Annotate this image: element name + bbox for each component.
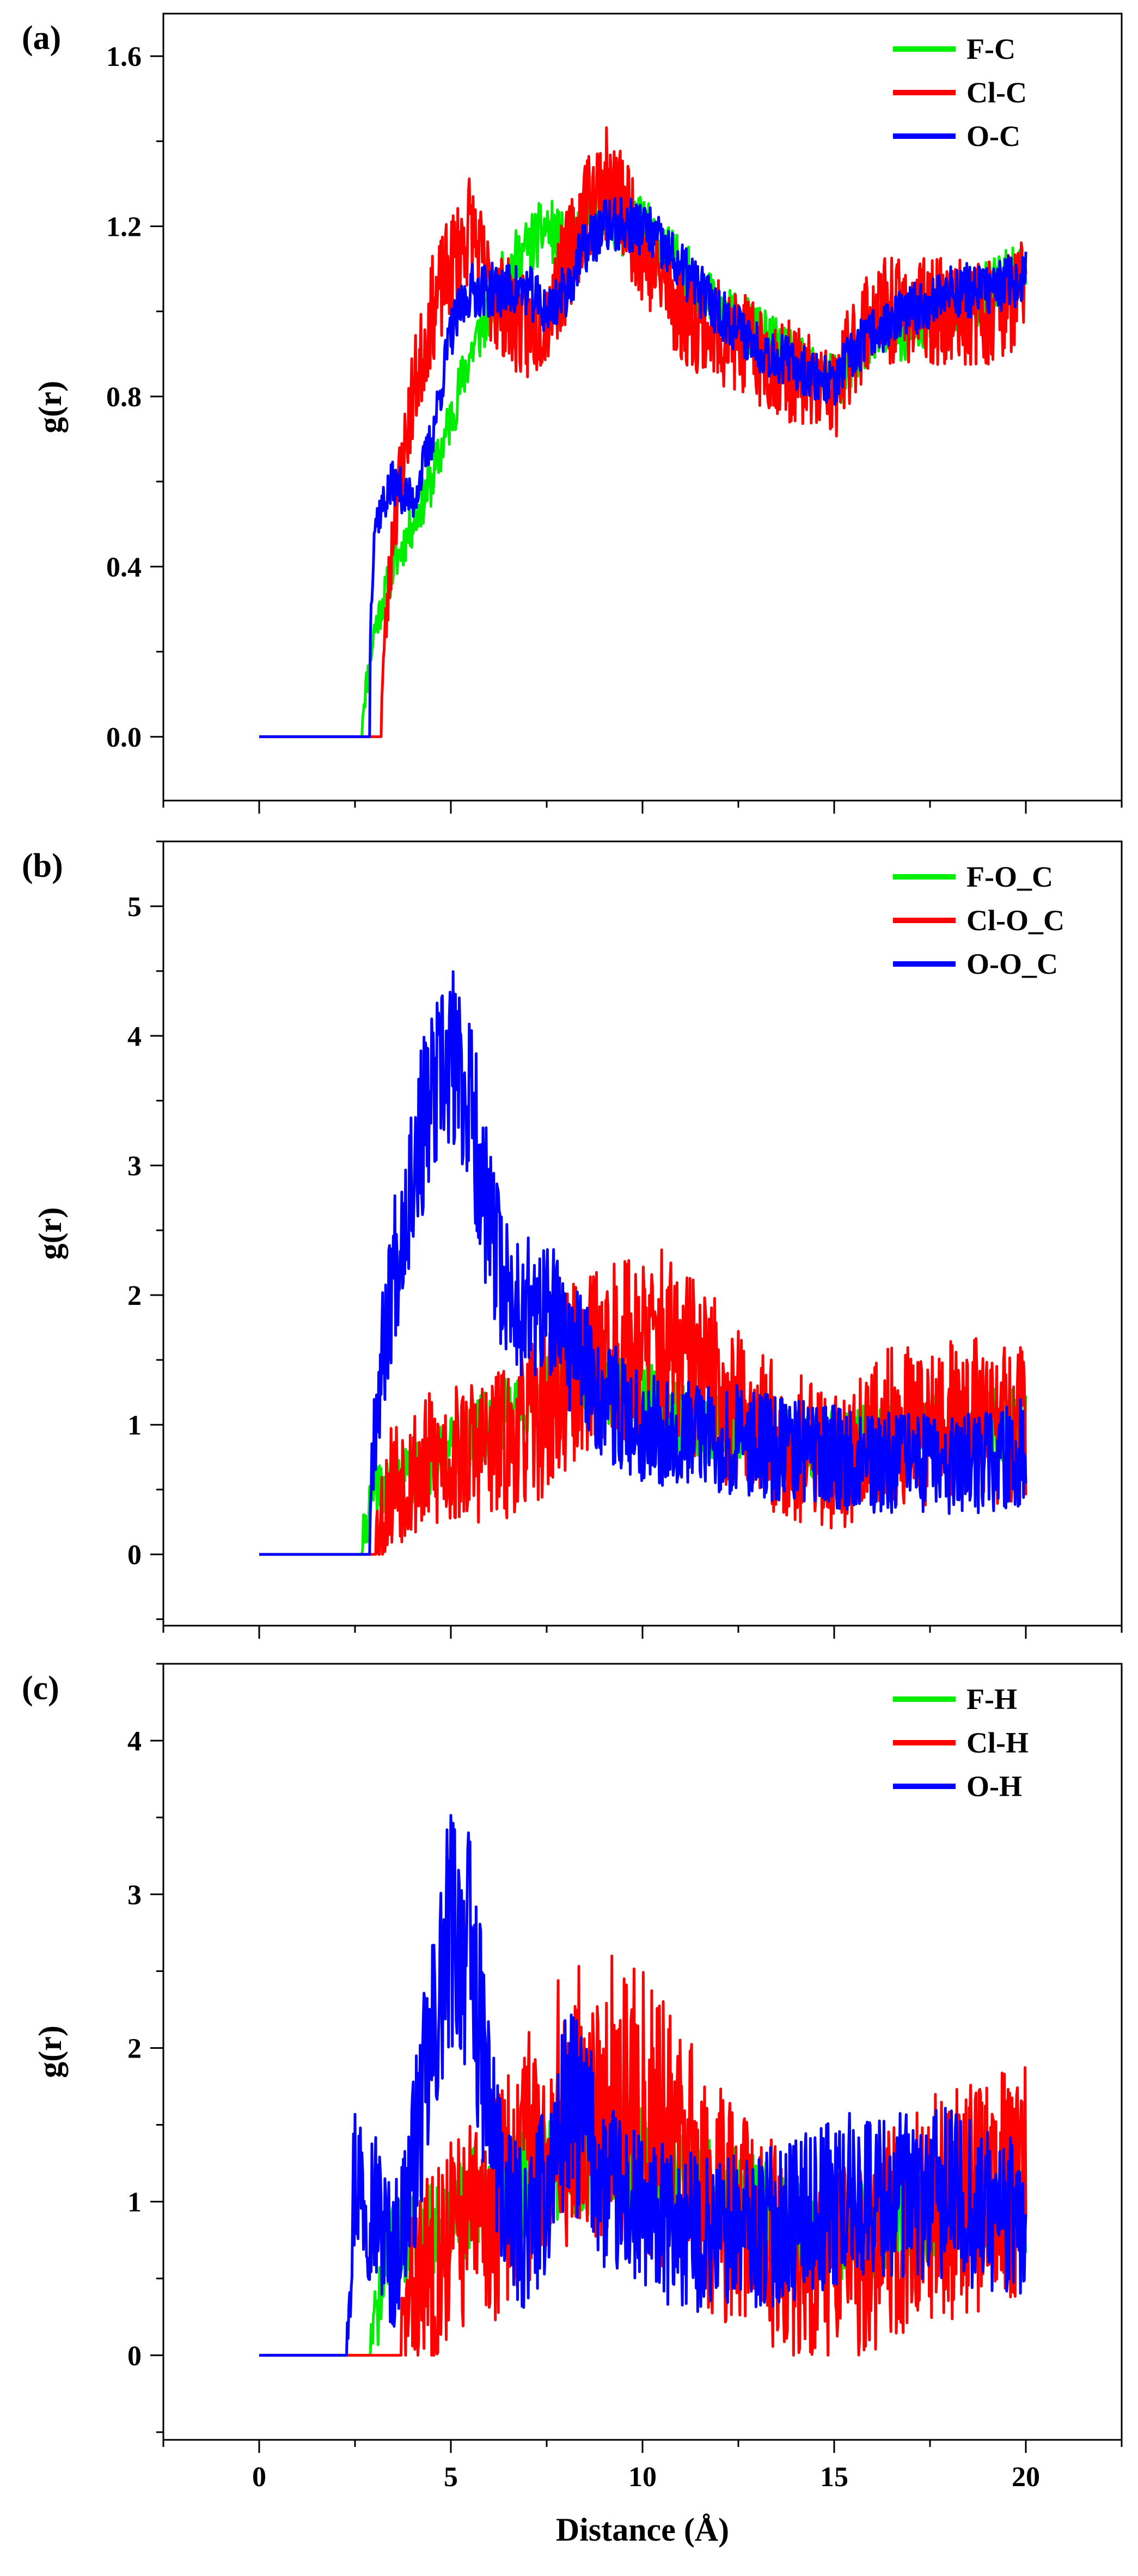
x-tick-label: 20 (1012, 2462, 1040, 2493)
series-lines (258, 1814, 1027, 2357)
y-axis-title: g(r) (32, 1207, 68, 1260)
series-line-o-h (258, 1814, 1027, 2357)
panel-b: 0 1 2 3 4 5 g(r) (b) F-O_C Cl-O_C O-O_C (22, 840, 1123, 1639)
legend-label: F-O_C (966, 860, 1053, 893)
legend: F-O_C Cl-O_C O-O_C (893, 860, 1064, 980)
y-tick-label: 1.2 (106, 212, 142, 243)
y-tick-label: 3 (127, 1151, 142, 1182)
panel-label: (a) (22, 20, 61, 57)
series-line-cl-c (258, 126, 1027, 738)
legend-label: O-H (966, 1770, 1022, 1803)
legend: F-C Cl-C O-C (893, 33, 1027, 152)
y-tick-label: 4 (127, 1021, 142, 1052)
panel-label: (b) (22, 847, 63, 884)
y-tick-label: 2 (127, 1280, 142, 1311)
series-line-o-c (258, 197, 1027, 738)
y-tick-label: 1 (127, 2187, 142, 2218)
y-tick-label: 0.0 (106, 722, 142, 753)
y-tick-label: 1 (127, 1410, 142, 1441)
panel-label: (c) (22, 1670, 59, 1707)
y-axis-title: g(r) (32, 381, 68, 434)
legend-label: Cl-H (966, 1726, 1029, 1759)
y-tick-label: 0 (127, 1540, 142, 1571)
legend-label: Cl-O_C (966, 904, 1064, 937)
series-lines (258, 970, 1027, 1556)
y-tick-label: 0.4 (106, 552, 142, 583)
legend-label: F-H (966, 1683, 1017, 1716)
x-axis-title: Distance (Å) (556, 2512, 729, 2548)
y-tick-label: 5 (127, 892, 142, 923)
y-tick-label: 0 (127, 2341, 142, 2372)
y-tick-label: 4 (127, 1726, 142, 1757)
y-tick-label: 3 (127, 1879, 142, 1910)
panel-c: 0 5 10 15 20 0 1 2 3 4 g(r) Distance (Å) (c) F-H Cl-H O… (22, 1663, 1123, 2548)
y-tick-label: 1.6 (106, 41, 142, 72)
series-line-cl-o-c (258, 1248, 1027, 1556)
series-line-o-o-c (258, 970, 1027, 1556)
panel-a: 0.0 0.4 0.8 1.2 1.6 g(r) (a) F-C Cl-C O-C (22, 13, 1123, 814)
legend-label: O-O_C (966, 948, 1058, 980)
x-tick-label: 10 (628, 2462, 657, 2493)
legend-label: O-C (966, 120, 1020, 152)
y-tick-label: 0.8 (106, 382, 142, 413)
x-tick-label: 15 (820, 2462, 848, 2493)
series-lines (258, 126, 1027, 738)
legend-label: F-C (966, 33, 1015, 65)
legend: F-H Cl-H O-H (893, 1683, 1029, 1803)
y-tick-label: 2 (127, 2033, 142, 2064)
legend-label: Cl-C (966, 76, 1027, 109)
y-axis-title: g(r) (32, 2025, 68, 2078)
x-tick-label: 0 (252, 2462, 266, 2493)
x-tick-label: 5 (444, 2462, 458, 2493)
